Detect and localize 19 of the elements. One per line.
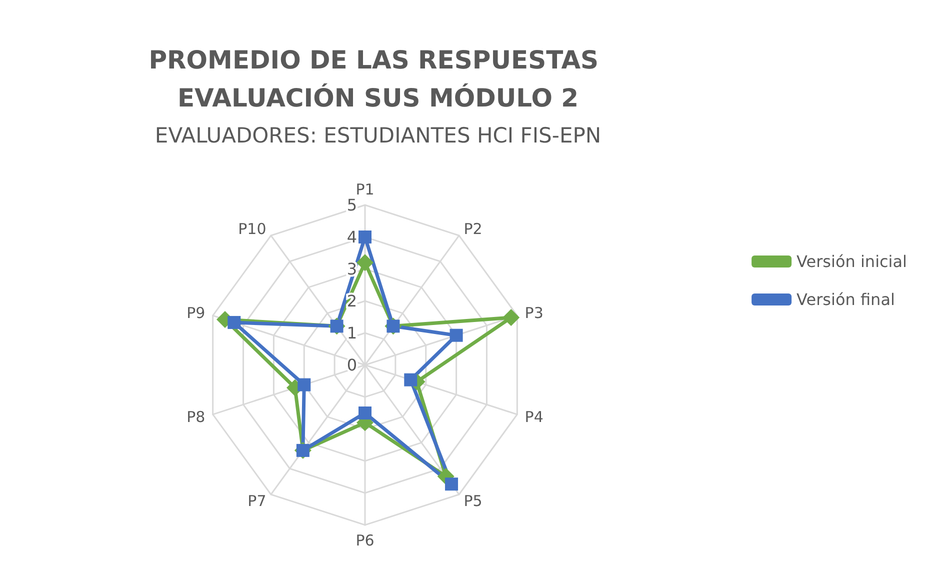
spoke-label: P9 bbox=[186, 304, 206, 322]
spoke-label: P5 bbox=[464, 492, 482, 510]
spoke-label: P8 bbox=[186, 408, 206, 426]
legend-label: Versión inicial bbox=[796, 252, 908, 271]
y-tick-label: 5 bbox=[346, 196, 357, 214]
spoke-label: P1 bbox=[356, 180, 374, 198]
y-tick-label: 0 bbox=[346, 356, 357, 374]
legend-label: Versión final bbox=[796, 290, 895, 309]
chart-title: PROMEDIO DE LAS RESPUESTAS EVALUACIÓN SUS MÓDULO 2 bbox=[148, 46, 608, 112]
spoke-label: P3 bbox=[524, 304, 544, 322]
chart-subtitle: EVALUADORES: ESTUDIANTES HCI FIS-EPN bbox=[154, 124, 602, 148]
spoke-label: P7 bbox=[248, 492, 266, 510]
spoke-label: P4 bbox=[524, 408, 544, 426]
y-tick-label: 2 bbox=[346, 292, 357, 310]
spoke-label: P6 bbox=[356, 532, 374, 550]
y-tick-label: 1 bbox=[346, 324, 357, 342]
y-tick-label: 4 bbox=[346, 228, 357, 246]
spoke-label: P10 bbox=[238, 220, 266, 238]
spoke-label: P2 bbox=[464, 220, 482, 238]
